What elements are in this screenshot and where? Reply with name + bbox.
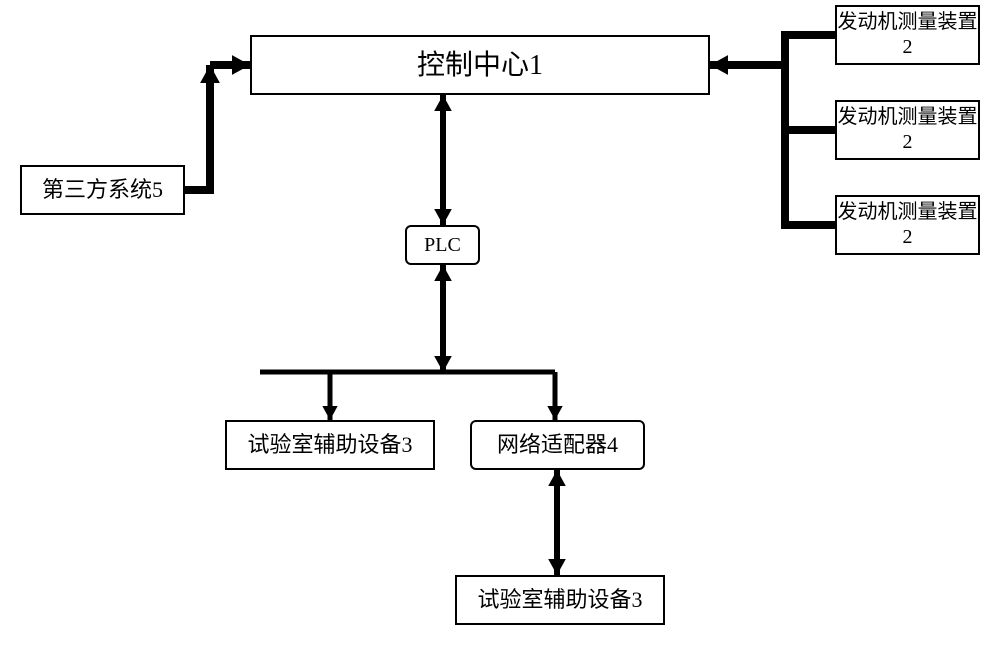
edge-layer [0,0,1000,645]
node-engine_1: 发动机测量装置2 [835,5,980,65]
node-engine_3: 发动机测量装置2 [835,195,980,255]
node-third_party: 第三方系统5 [20,165,185,215]
node-net_adapter: 网络适配器4 [470,420,645,470]
node-plc: PLC [405,225,480,265]
node-lab_aux_1: 试验室辅助设备3 [225,420,435,470]
node-lab_aux_2: 试验室辅助设备3 [455,575,665,625]
node-engine_2: 发动机测量装置2 [835,100,980,160]
node-control_center: 控制中心1 [250,35,710,95]
